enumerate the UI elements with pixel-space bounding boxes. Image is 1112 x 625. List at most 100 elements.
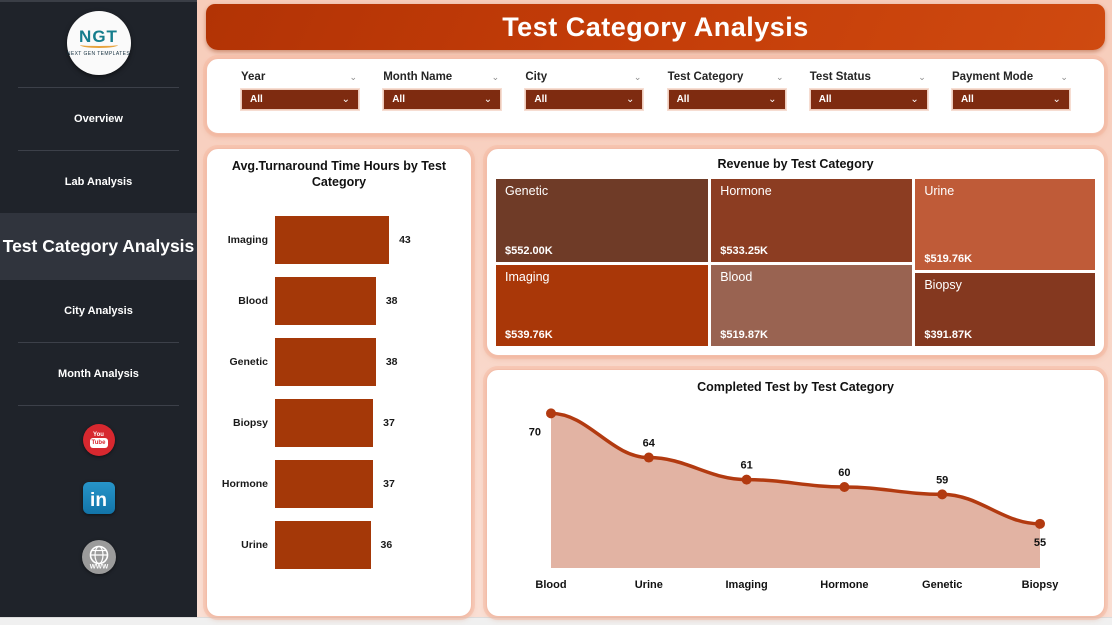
bar[interactable] <box>275 398 374 447</box>
bar-row-urine: Urine 36 <box>219 520 459 569</box>
treemap-tile-hormone[interactable]: Hormone $533.25K <box>711 178 913 262</box>
sidebar-item-overview[interactable]: Overview <box>74 113 123 125</box>
filter-selected-value: All <box>392 94 405 105</box>
chevron-down-icon: ⌄ <box>491 71 500 82</box>
bar[interactable] <box>275 215 390 264</box>
chevron-down-icon: ⌄ <box>1060 71 1068 82</box>
bar-track: 38 <box>275 276 459 325</box>
area-x-axis-label: Imaging <box>726 579 768 591</box>
filter-dropdown[interactable]: All ⌄ <box>382 88 503 111</box>
data-point-urine[interactable] <box>643 452 654 463</box>
area-x-axis-label: Genetic <box>922 579 962 591</box>
bar-track: 37 <box>275 459 459 508</box>
filter-dropdown[interactable]: All ⌄ <box>524 88 645 111</box>
treemap-column: Urine $519.76K Biopsy $391.87K <box>915 178 1095 346</box>
filter-label: Year <box>241 71 266 83</box>
bar-value-label: 38 <box>385 294 398 307</box>
svg-text:WWW: WWW <box>89 564 108 571</box>
treemap-tile-value: $519.76K <box>924 252 973 265</box>
sidebar-item-lab-analysis[interactable]: Lab Analysis <box>64 176 133 188</box>
menu-divider <box>18 150 179 151</box>
treemap-tile-label: Blood <box>720 269 753 284</box>
sidebar-item-month-analysis[interactable]: Month Analysis <box>58 368 139 380</box>
bar-value-label: 37 <box>383 416 395 429</box>
menu-divider <box>18 87 179 88</box>
treemap-tile-value: $519.87K <box>720 329 769 341</box>
filter-header[interactable]: Payment Mode ⌄ <box>952 71 1070 83</box>
treemap-tile-imaging[interactable]: Imaging $539.76K <box>496 264 709 346</box>
treemap-title: Revenue by Test Category <box>717 157 874 171</box>
logo-tagline: NEXT GEN TEMPLATES <box>66 51 131 57</box>
bar-track: 36 <box>275 520 459 569</box>
data-point-biopsy[interactable] <box>1035 518 1045 529</box>
bar[interactable] <box>275 459 374 508</box>
content-row: Avg.Turnaround Time Hours by Test Catego… <box>206 148 1105 617</box>
data-point-genetic[interactable] <box>937 488 948 499</box>
logo: NGT NEXT GEN TEMPLATES <box>0 2 197 87</box>
filter-label: Month Name <box>383 71 453 83</box>
filter-header[interactable]: Test Status ⌄ <box>810 71 928 83</box>
area-chart: 70 Blood 64 Urine 61 Imaging 60 Hormone 59 Geneti… <box>497 396 1094 612</box>
area-value-label: 64 <box>643 437 656 449</box>
chevron-down-icon: ⌄ <box>483 94 493 105</box>
data-point-blood[interactable] <box>546 407 556 418</box>
bar-category-label: Genetic <box>229 355 268 368</box>
youtube-you-text: You <box>93 432 104 438</box>
filter-header[interactable]: Year ⌄ <box>241 71 359 83</box>
bar-track: 38 <box>275 337 459 386</box>
treemap-column: Genetic $552.00K Imaging $539.76K <box>496 178 709 346</box>
treemap-tile-value: $533.25K <box>720 244 769 257</box>
area-x-axis-label: Urine <box>635 579 663 591</box>
treemap-tile-urine[interactable]: Urine $519.76K <box>915 178 1095 270</box>
filter-header[interactable]: City ⌄ <box>525 71 643 83</box>
bar-category-label: Hormone <box>221 477 268 490</box>
bar-value-label: 37 <box>383 477 395 490</box>
bar[interactable] <box>275 276 376 325</box>
filter-label: City <box>525 71 548 83</box>
treemap-chart: Genetic $552.00K Imaging $539.76K Hormone $53… <box>496 178 1095 346</box>
sidebar-item-city-analysis[interactable]: City Analysis <box>64 305 133 317</box>
data-point-hormone[interactable] <box>839 481 850 492</box>
filter-label: Test Status <box>809 71 871 83</box>
bar[interactable] <box>275 337 376 386</box>
filter-selected-value: All <box>960 94 974 105</box>
filter-bar: Year ⌄ All ⌄ Month Name ⌄ All ⌄ City ⌄ All ⌄ Test Ca… <box>206 58 1105 134</box>
filter-selected-value: All <box>250 94 263 105</box>
area-x-axis-label: Hormone <box>820 579 868 591</box>
filter-city: City ⌄ All ⌄ <box>524 71 645 133</box>
treemap-tile-label: Urine <box>924 183 955 198</box>
chevron-down-icon: ⌄ <box>625 94 635 105</box>
right-column: Revenue by Test Category Genetic $552.00K… <box>486 148 1105 617</box>
filter-test-category: Test Category ⌄ All ⌄ <box>666 71 787 133</box>
page-scrollbar-track[interactable] <box>0 617 1112 625</box>
filter-label: Test Category <box>667 71 744 83</box>
bar[interactable] <box>275 520 371 569</box>
bar-category-label: Blood <box>238 294 268 307</box>
chevron-down-icon: ⌄ <box>341 94 350 105</box>
filter-dropdown[interactable]: All ⌄ <box>666 88 787 111</box>
bar-category-label: Biopsy <box>232 416 268 429</box>
filter-dropdown[interactable]: All ⌄ <box>950 88 1071 111</box>
bar-value-label: 36 <box>380 538 393 551</box>
filter-dropdown[interactable]: All ⌄ <box>808 88 929 111</box>
bar-track: 37 <box>275 398 459 447</box>
treemap-tile-label: Biopsy <box>924 277 962 292</box>
filter-header[interactable]: Test Category ⌄ <box>668 71 786 83</box>
treemap-tile-biopsy[interactable]: Biopsy $391.87K <box>915 272 1095 346</box>
youtube-icon[interactable]: You Tube <box>82 424 115 456</box>
bar-category-label: Urine <box>241 538 268 551</box>
treemap-tile-blood[interactable]: Blood $519.87K <box>711 264 913 346</box>
treemap-tile-genetic[interactable]: Genetic $552.00K <box>496 178 709 262</box>
social-links: You Tube in WWW <box>0 424 197 574</box>
area-x-axis-label: Biopsy <box>1022 579 1060 591</box>
page-title: Test Category Analysis <box>206 4 1105 50</box>
filter-dropdown[interactable]: All ⌄ <box>240 88 360 111</box>
filter-payment-mode: Payment Mode ⌄ All ⌄ <box>950 71 1071 133</box>
chevron-down-icon: ⌄ <box>776 71 784 82</box>
sidebar-item-test-category-analysis[interactable]: Test Category Analysis <box>0 213 197 280</box>
website-icon[interactable]: WWW <box>81 540 116 574</box>
data-point-imaging[interactable] <box>741 474 752 485</box>
filter-header[interactable]: Month Name ⌄ <box>383 71 501 83</box>
linkedin-icon[interactable]: in <box>82 482 115 514</box>
